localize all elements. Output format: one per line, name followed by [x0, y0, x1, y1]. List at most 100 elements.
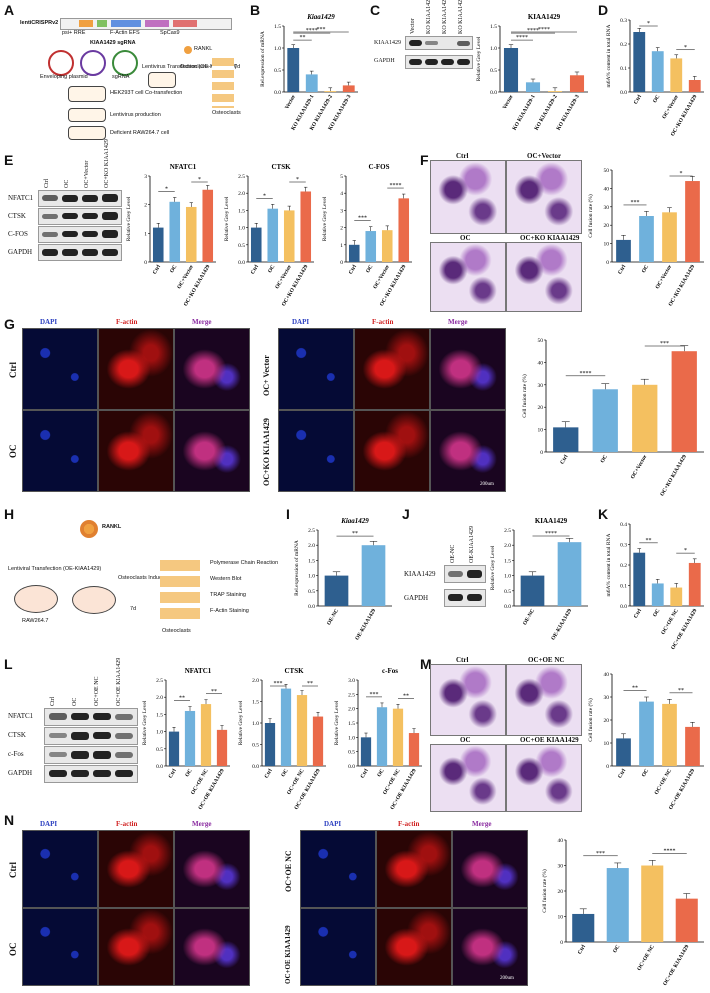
- assay-label: F-Actin Staining: [210, 608, 249, 614]
- y-tick-label: 30: [538, 383, 544, 389]
- fluorescence-image: [174, 830, 250, 908]
- bar: [200, 704, 212, 766]
- significance-label: ***: [317, 27, 326, 33]
- y-tick-label: 0: [144, 260, 147, 266]
- dish-icon: [68, 108, 106, 122]
- y-tick-label: 0.4: [620, 522, 627, 528]
- blot-strip: [44, 746, 138, 764]
- plasmid-label: lentiCRISPRv2: [20, 20, 59, 26]
- bar: [641, 865, 664, 942]
- y-tick-label: 2.0: [504, 543, 511, 549]
- fluorescence-image: [354, 328, 430, 410]
- significance-label: ***: [274, 681, 283, 687]
- y-tick-label: 0.2: [620, 42, 627, 48]
- bar: [616, 738, 631, 766]
- x-tick-label: OC+Vector: [655, 264, 674, 291]
- chart-title: KIAA1429: [535, 517, 568, 525]
- rankl-icon: [80, 520, 98, 538]
- step-label: 7d: [130, 606, 137, 612]
- bar: [675, 898, 698, 942]
- trap-image: [430, 664, 506, 736]
- blot-strip: [444, 565, 486, 583]
- y-axis-label: Cell fusion rate (%): [521, 374, 528, 418]
- fluorescence-image: [174, 908, 250, 986]
- significance-label: ****: [538, 27, 550, 33]
- trap-image: [430, 744, 506, 812]
- dish-icon: [14, 585, 58, 613]
- x-tick-label: Ctrl: [617, 768, 627, 780]
- trap-image: [506, 242, 582, 312]
- channel-label: F-actin: [372, 318, 394, 326]
- fluorescence-image: [98, 328, 174, 410]
- y-axis-label: Relative Grey Level: [224, 196, 230, 241]
- y-tick-label: 0.5: [156, 747, 163, 753]
- blot-column-label: OE-KIAA1429: [469, 526, 475, 563]
- y-tick-label: 1.5: [308, 558, 315, 564]
- x-tick-label: OC+OE KIAA1429: [668, 768, 696, 811]
- bar: [381, 230, 393, 262]
- significance-label: **: [179, 696, 185, 702]
- y-tick-label: 1.0: [490, 46, 497, 52]
- blot-column-label: OE-NC: [450, 544, 456, 563]
- trap-image: [430, 242, 506, 312]
- blot-column-label: Ctrl: [50, 696, 56, 706]
- y-axis-label: Relative Grey Level: [142, 700, 148, 745]
- y-tick-label: 0.0: [490, 90, 497, 96]
- y-tick-label: 0.0: [348, 764, 355, 770]
- panel-letter-e: E: [4, 152, 14, 168]
- step-label: Deficient RAW264.7 cell: [110, 130, 170, 136]
- y-tick-label: 2.5: [238, 174, 245, 180]
- bar: [361, 545, 386, 606]
- bar: [360, 737, 372, 766]
- bar: [547, 91, 563, 92]
- bar: [348, 244, 360, 262]
- bar: [267, 208, 279, 262]
- blot-strip: [38, 208, 122, 225]
- x-tick-label: OC: [612, 944, 621, 954]
- image-label: Ctrl: [456, 656, 469, 664]
- dish-icon: [148, 72, 176, 88]
- y-axis-label: Relative Grey Level: [126, 196, 132, 241]
- y-tick-label: 1.5: [348, 721, 355, 727]
- fluorescence-image: [98, 830, 174, 908]
- dish-icon: [68, 126, 106, 140]
- y-axis-label: Relative Grey Level: [476, 36, 482, 81]
- bar: [305, 74, 318, 92]
- x-tick-label: KO KIAA1429-3: [556, 94, 581, 132]
- significance-label: **: [646, 538, 652, 544]
- rankl-label: RANKL: [102, 524, 122, 530]
- y-tick-label: 1.0: [308, 574, 315, 580]
- chart-panel-g: Cell fusion rate (%) 0 10 20 30 40 50 Ctrl OC OC+…: [521, 338, 704, 497]
- fluorescence-image: [430, 328, 506, 410]
- blot-strip: [444, 589, 486, 607]
- x-tick-label: OC: [652, 94, 661, 104]
- y-tick-label: 20: [538, 405, 544, 411]
- chart-panel-b: Kiaa1429 Rel.expression of mRNA 0.0 0.5 1.0 1…: [259, 13, 358, 132]
- x-tick-label: OC: [365, 264, 374, 274]
- channel-label: Merge: [192, 318, 212, 326]
- fluorescence-image: [98, 908, 174, 986]
- x-tick-label: OE-NC: [326, 608, 340, 626]
- chart-panel-l-cfos: c-Fos Relative Grey Level 0.0 0.5 1.0 1.5 2.0 2…: [334, 667, 422, 811]
- bar: [185, 206, 197, 262]
- panel-letter-d: D: [598, 2, 609, 18]
- bar: [688, 562, 701, 606]
- bar: [365, 231, 377, 262]
- y-tick-label: 0.5: [238, 243, 245, 249]
- y-tick-label: 2.0: [308, 543, 315, 549]
- significance-label: ***: [370, 692, 379, 698]
- y-tick-label: 2.5: [348, 692, 355, 698]
- bar: [324, 575, 349, 606]
- y-tick-label: 0: [606, 260, 609, 266]
- x-tick-label: Ctrl: [577, 944, 587, 956]
- x-tick-label: Vector: [502, 94, 515, 111]
- blot-column-label: KO KIAA1429-2: [442, 0, 448, 34]
- bar: [572, 913, 595, 942]
- y-axis-label: Relative Grey Level: [238, 700, 244, 745]
- trap-image: [506, 744, 582, 812]
- x-tick-label: OC+Vector: [630, 454, 649, 481]
- chart-panel-d: m6A% content in total RNA 0.0 0.1 0.2 0.3 Ctr…: [606, 18, 704, 137]
- image-label: Ctrl: [456, 152, 469, 160]
- osteoclast-stack-icon: [212, 58, 234, 108]
